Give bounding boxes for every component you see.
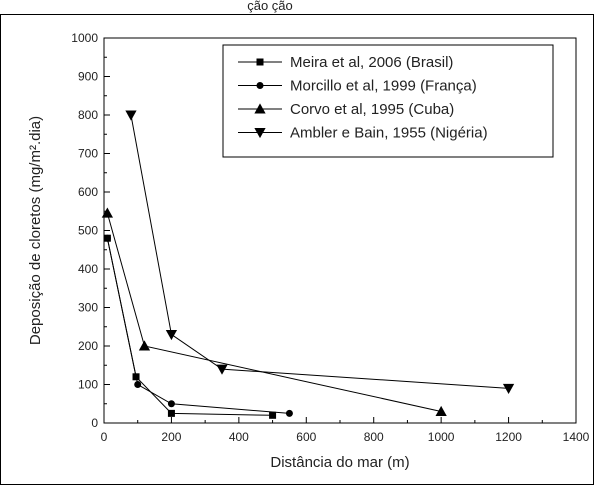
data-point	[101, 207, 113, 218]
series-layer	[101, 110, 515, 419]
data-point	[435, 405, 447, 416]
y-tick-label: 500	[78, 224, 98, 238]
y-tick-label: 0	[91, 416, 98, 430]
data-point	[167, 409, 175, 417]
x-tick-label: 1200	[495, 430, 522, 444]
legend-marker	[256, 58, 264, 66]
legend-label: Morcillo et al, 1999 (França)	[290, 78, 477, 95]
y-tick-label: 900	[78, 70, 98, 84]
legend-label: Ambler e Bain, 1955 (Nigéria)	[290, 125, 488, 142]
y-tick-label: 100	[78, 378, 98, 392]
legend-marker	[256, 82, 264, 89]
legend-marker	[254, 128, 266, 139]
legend-marker	[254, 103, 266, 114]
y-tick-label: 600	[78, 185, 98, 199]
header-fragment: ção ção	[247, 0, 293, 13]
data-point	[134, 381, 142, 388]
legend-entry: Ambler e Bain, 1955 (Nigéria)	[238, 125, 488, 142]
x-axis-label: Distância do mar (m)	[270, 454, 409, 471]
data-point	[165, 329, 178, 341]
data-point	[167, 400, 175, 408]
data-point	[103, 234, 111, 242]
x-tick-label: 800	[364, 430, 384, 444]
legend-entry: Corvo et al, 1995 (Cuba)	[238, 101, 454, 118]
data-point	[269, 411, 277, 419]
data-point	[502, 383, 515, 394]
x-axis: 0 200 400 600 800 1000 1200 1400	[101, 417, 590, 444]
x-tick-label: 400	[229, 430, 249, 444]
data-point	[125, 110, 137, 121]
x-tick-label: 1400	[563, 430, 590, 444]
x-tick-label: 600	[296, 430, 316, 444]
y-axis: 0 100 200 300 400 500 600 700 800 900 1000	[71, 31, 110, 430]
x-tick-label: 200	[161, 430, 181, 444]
series-line	[130, 114, 509, 389]
series-4	[125, 110, 515, 394]
legend-entry: Morcillo et al, 1999 (França)	[238, 78, 477, 95]
legend-label: Corvo et al, 1995 (Cuba)	[290, 101, 454, 118]
data-point	[285, 409, 293, 417]
legend: Meira et al, 2006 (Brasil) Morcillo et al…	[222, 44, 554, 158]
data-point	[138, 340, 151, 351]
legend-box	[222, 44, 554, 158]
data-point	[216, 364, 228, 375]
series-3	[101, 207, 447, 416]
legend-entry: Meira et al, 2006 (Brasil)	[238, 54, 453, 71]
series-line	[106, 238, 290, 414]
y-tick-label: 800	[78, 108, 98, 122]
y-tick-label: 300	[78, 301, 98, 315]
y-axis-label: Deposição de cloretos (mg/m².dia)	[27, 116, 44, 345]
legend-label: Meira et al, 2006 (Brasil)	[290, 54, 453, 71]
x-tick-label: 1000	[428, 430, 455, 444]
y-tick-label: 400	[78, 262, 98, 276]
y-tick-label: 700	[78, 147, 98, 161]
y-tick-label: 1000	[71, 31, 98, 45]
y-tick-label: 200	[78, 339, 98, 353]
x-tick-label: 0	[101, 430, 108, 444]
series-2	[103, 234, 293, 417]
